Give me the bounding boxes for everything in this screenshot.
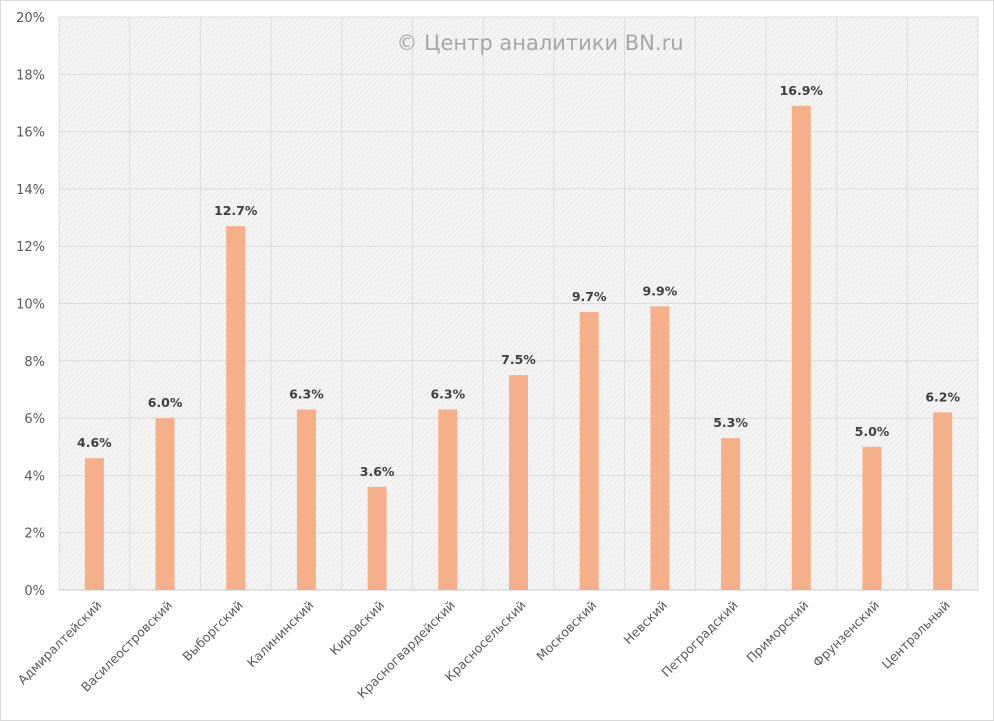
- data-label: 5.0%: [855, 424, 890, 439]
- y-tick-label: 0%: [24, 584, 45, 599]
- y-tick-label: 2%: [24, 527, 45, 542]
- bar-4: [296, 409, 316, 590]
- data-label: 7.5%: [501, 352, 536, 367]
- x-tick-label: Фрунзенский: [810, 598, 882, 670]
- bar-2: [155, 418, 175, 590]
- bar-1: [84, 458, 104, 590]
- y-tick-label: 4%: [24, 469, 45, 484]
- bars: [84, 105, 953, 590]
- bar-6: [438, 409, 458, 590]
- y-tick-label: 14%: [16, 183, 45, 198]
- x-tick-label: Калининский: [244, 598, 317, 671]
- y-tick-label: 6%: [24, 412, 45, 427]
- watermark-text: © Центр аналитики BN.ru: [396, 31, 683, 55]
- bar-12: [862, 446, 882, 590]
- bar-7: [509, 375, 528, 590]
- data-label: 16.9%: [780, 83, 824, 98]
- data-label: 4.6%: [77, 435, 112, 450]
- data-label: 12.7%: [214, 203, 258, 218]
- y-axis: 0% 2% 4% 6% 8% 10% 12% 14% 16% 18% 20%: [16, 11, 45, 599]
- x-tick-label: Выборгский: [179, 598, 245, 664]
- data-label: 3.6%: [360, 464, 395, 479]
- bar-5: [367, 486, 387, 590]
- y-tick-label: 16%: [16, 126, 45, 141]
- data-label: 6.3%: [430, 387, 465, 402]
- data-label: 6.2%: [925, 389, 960, 404]
- bar-10: [721, 438, 741, 590]
- bar-13: [933, 412, 953, 590]
- x-tick-label: Петроградский: [658, 598, 740, 680]
- data-label: 6.0%: [148, 395, 183, 410]
- data-labels: 4.6% 6.0% 12.7% 6.3% 3.6% 6.3% 7.5% 9.7% 9.9% 5.3…: [77, 83, 960, 479]
- bar-9: [650, 306, 670, 590]
- gridlines: [58, 16, 979, 591]
- x-tick-label: Центральный: [879, 598, 953, 672]
- y-tick-label: 18%: [16, 68, 45, 83]
- bar-3: [226, 226, 246, 590]
- x-tick-label: Кировский: [327, 598, 388, 659]
- x-tick-label: Приморский: [743, 598, 811, 666]
- data-label: 9.7%: [572, 289, 607, 304]
- bar-11: [791, 105, 811, 590]
- data-label: 9.9%: [643, 283, 678, 298]
- y-tick-label: 20%: [16, 11, 45, 26]
- data-label: 6.3%: [289, 387, 324, 402]
- data-label: 5.3%: [713, 415, 748, 430]
- x-tick-label: Московский: [533, 598, 599, 664]
- y-tick-label: 8%: [24, 355, 45, 370]
- bar-8: [579, 312, 599, 590]
- x-tick-label: Невский: [620, 598, 670, 648]
- y-tick-label: 10%: [16, 298, 45, 313]
- y-tick-label: 12%: [16, 240, 45, 255]
